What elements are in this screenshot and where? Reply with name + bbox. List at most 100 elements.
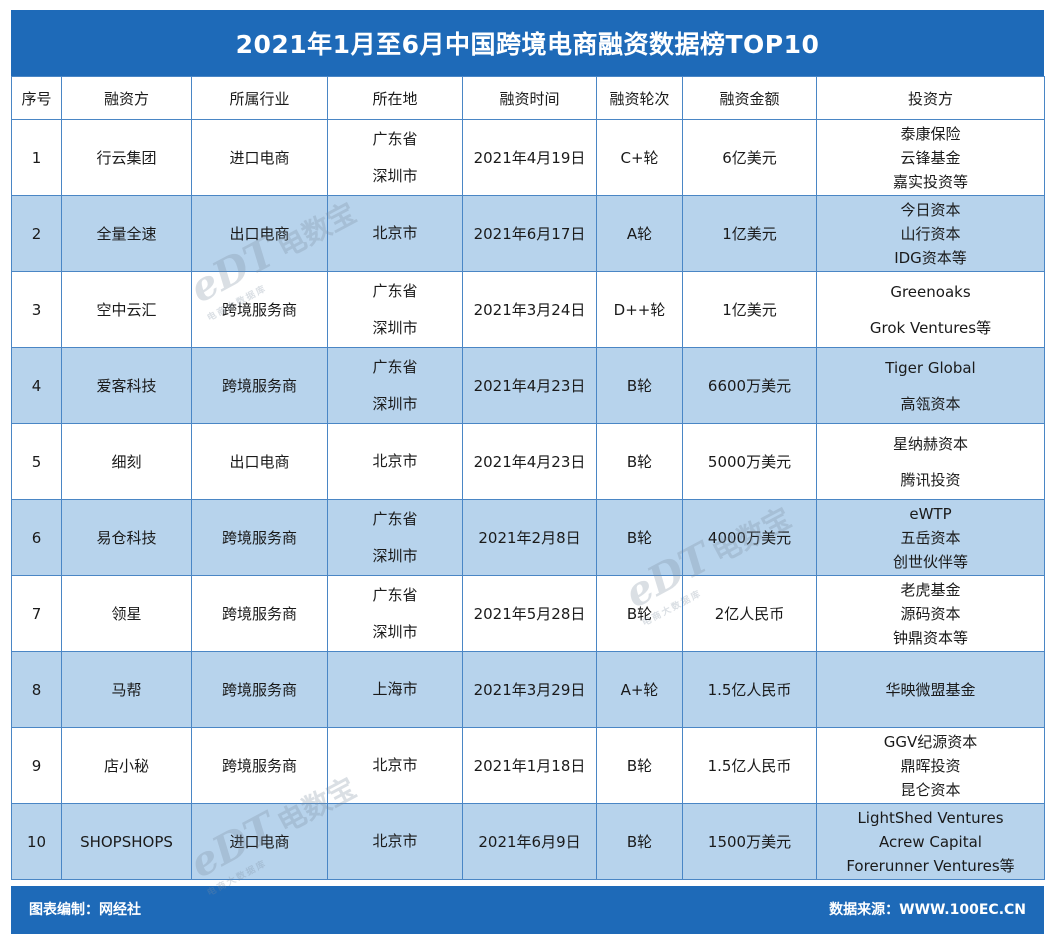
cell-investors: 星纳赫资本 腾讯投资 <box>816 423 1045 500</box>
chart-credit: 图表编制：网经社 <box>29 902 141 918</box>
cell-amount: 6亿美元 <box>682 119 817 196</box>
sheet-title: 2021年1月至6月中国跨境电商融资数据榜TOP10 <box>11 10 1044 76</box>
investor-line: 腾讯投资 <box>900 470 961 489</box>
investor-line: Greenoaks <box>890 282 971 301</box>
investor-line: 今日资本 <box>900 200 961 219</box>
header-date: 融资时间 <box>462 76 597 120</box>
cell-investors: 今日资本 山行资本 IDG资本等 <box>816 195 1045 272</box>
cell-round: B轮 <box>596 347 683 424</box>
cell-company: 领星 <box>61 575 192 652</box>
investor-line: Acrew Capital <box>879 832 982 851</box>
location-line: 北京市 <box>372 224 418 242</box>
cell-amount: 4000万美元 <box>682 499 817 576</box>
investor-line: LightShed Ventures <box>857 808 1004 827</box>
investor-line: 老虎基金 <box>900 580 961 599</box>
location-line: 深圳市 <box>372 166 418 185</box>
cell-industry: 跨境服务商 <box>191 727 328 804</box>
investor-line: IDG资本等 <box>894 248 967 267</box>
cell-company: 马帮 <box>61 651 192 728</box>
financing-table: 序号 融资方 所属行业 所在地 融资时间 融资轮次 融资金额 投资方 1 行云集团… <box>11 76 1045 880</box>
investor-line: 五岳资本 <box>900 528 961 547</box>
investor-line: Tiger Global <box>885 358 976 377</box>
investor-line: 华映微盟基金 <box>885 680 976 699</box>
location-line: 广东省 <box>372 357 418 376</box>
header-industry: 所属行业 <box>191 76 328 120</box>
cell-round: B轮 <box>596 803 683 880</box>
cell-amount: 5000万美元 <box>682 423 817 500</box>
investor-line: 嘉实投资等 <box>892 172 968 191</box>
cell-company: 行云集团 <box>61 119 192 196</box>
cell-company: 全量全速 <box>61 195 192 272</box>
cell-amount: 6600万美元 <box>682 347 817 424</box>
cell-amount: 1.5亿人民币 <box>682 727 817 804</box>
cell-investors: 华映微盟基金 <box>816 651 1045 728</box>
investor-line: 源码资本 <box>900 604 961 623</box>
header-location: 所在地 <box>327 76 463 120</box>
cell-location: 北京市 <box>327 195 463 272</box>
cell-industry: 进口电商 <box>191 119 328 196</box>
header-amount: 融资金额 <box>682 76 817 120</box>
investor-line: 昆仑资本 <box>900 780 961 799</box>
cell-no: 6 <box>11 499 62 576</box>
investor-line: GGV纪源资本 <box>883 732 978 751</box>
location-line: 广东省 <box>372 129 418 148</box>
cell-round: A+轮 <box>596 651 683 728</box>
cell-investors: 泰康保险云锋基金嘉实投资等 <box>816 119 1045 196</box>
cell-company: 细刻 <box>61 423 192 500</box>
cell-date: 2021年6月17日 <box>462 195 597 272</box>
table-row: 4 爱客科技 跨境服务商 广东省 深圳市 2021年4月23日 B轮 6600万美元 Tiger… <box>11 347 1045 424</box>
table-header-row: 序号 融资方 所属行业 所在地 融资时间 融资轮次 融资金额 投资方 <box>11 76 1045 120</box>
table-row: 10 SHOPSHOPS 进口电商 北京市 2021年6月9日 B轮 1500万美元 Ligh… <box>11 803 1045 880</box>
cell-date: 2021年4月23日 <box>462 347 597 424</box>
location-line: 深圳市 <box>372 318 418 337</box>
header-no: 序号 <box>11 76 62 120</box>
investor-line: 泰康保险 <box>900 124 961 143</box>
header-round: 融资轮次 <box>596 76 683 120</box>
cell-round: D++轮 <box>596 271 683 348</box>
table-row: 7 领星 跨境服务商 广东省 深圳市 2021年5月28日 B轮 2亿人民币 老虎基金 源码资本钟… <box>11 575 1045 652</box>
investor-line: 云锋基金 <box>900 148 961 167</box>
cell-company: 爱客科技 <box>61 347 192 424</box>
cell-location: 北京市 <box>327 727 463 804</box>
investor-line: eWTP <box>909 504 952 523</box>
cell-round: B轮 <box>596 727 683 804</box>
investor-line: 钟鼎资本等 <box>892 628 968 647</box>
cell-date: 2021年6月9日 <box>462 803 597 880</box>
ranking-sheet: 2021年1月至6月中国跨境电商融资数据榜TOP10 序号 融资方 所属行业 所… <box>11 10 1045 934</box>
investor-line: 星纳赫资本 <box>892 434 968 453</box>
location-line: 广东省 <box>372 585 418 604</box>
table-row: 6 易仓科技 跨境服务商 广东省 深圳市 2021年2月8日 B轮 4000万美元 eWTP 五岳… <box>11 499 1045 576</box>
cell-amount: 2亿人民币 <box>682 575 817 652</box>
cell-location: 广东省 深圳市 <box>327 575 463 652</box>
cell-date: 2021年3月24日 <box>462 271 597 348</box>
cell-amount: 1.5亿人民币 <box>682 651 817 728</box>
cell-no: 7 <box>11 575 62 652</box>
cell-investors: 老虎基金源码资本钟鼎资本等 <box>816 575 1045 652</box>
cell-date: 2021年2月8日 <box>462 499 597 576</box>
cell-location: 广东省 深圳市 <box>327 499 463 576</box>
cell-location: 广东省 深圳市 <box>327 347 463 424</box>
cell-round: B轮 <box>596 575 683 652</box>
cell-investors: LightShed Ventures Acrew Capital Forerunne… <box>816 803 1045 880</box>
cell-investors: eWTP 五岳资本 创世伙伴等 <box>816 499 1045 576</box>
location-line: 广东省 <box>372 281 418 300</box>
table-row: 9 店小秘 跨境服务商 北京市 2021年1月18日 B轮 1.5亿人民币 GGV纪源资本 鼎晖… <box>11 727 1045 804</box>
cell-industry: 跨境服务商 <box>191 347 328 424</box>
cell-no: 10 <box>11 803 62 880</box>
cell-no: 5 <box>11 423 62 500</box>
cell-no: 1 <box>11 119 62 196</box>
cell-round: C+轮 <box>596 119 683 196</box>
cell-round: B轮 <box>596 423 683 500</box>
location-line: 北京市 <box>372 452 418 470</box>
data-source: 数据来源：WWW.100EC.CN <box>829 902 1026 918</box>
investor-line: 高瓴资本 <box>900 394 961 413</box>
location-line: 北京市 <box>372 756 418 774</box>
investor-line: 鼎晖投资 <box>900 756 961 775</box>
table-row: 3 空中云汇 跨境服务商 广东省 深圳市 2021年3月24日 D++轮 1亿美元 Greeno… <box>11 271 1045 348</box>
header-investors: 投资方 <box>816 76 1045 120</box>
cell-company: SHOPSHOPS <box>61 803 192 880</box>
cell-no: 3 <box>11 271 62 348</box>
cell-location: 北京市 <box>327 423 463 500</box>
cell-round: A轮 <box>596 195 683 272</box>
cell-company: 店小秘 <box>61 727 192 804</box>
